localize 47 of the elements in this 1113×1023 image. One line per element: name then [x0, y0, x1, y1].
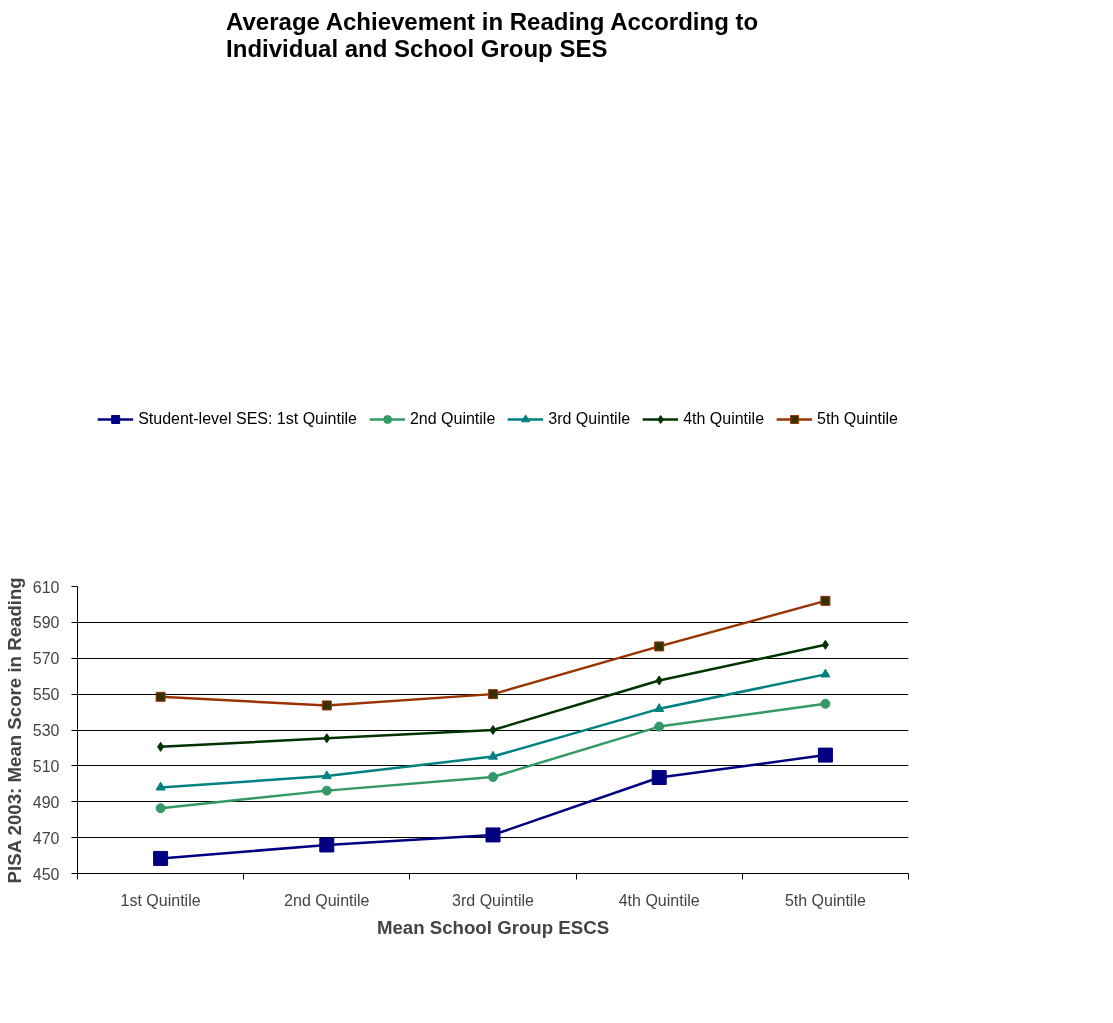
y-tick-label: 570: [32, 650, 60, 668]
point: [321, 700, 332, 711]
y-tick-label: 530: [32, 722, 60, 739]
y-tick-label: 510: [32, 757, 60, 775]
y-tick-label: 590: [32, 614, 60, 632]
point: [655, 675, 663, 686]
point: [321, 770, 332, 780]
point: [488, 772, 498, 782]
legend-label: Student-level SES: 1st Quintile: [138, 410, 357, 429]
point: [155, 803, 166, 814]
point: [321, 785, 332, 796]
point: [821, 639, 829, 650]
point: [820, 668, 831, 678]
y-tick-label: 610: [32, 578, 60, 596]
point: [820, 595, 831, 606]
x-tick-label: 1st Quintile: [120, 891, 201, 909]
point: [654, 721, 665, 732]
y-tick-label: 450: [32, 865, 60, 883]
point: [489, 725, 497, 735]
x-tick-label: 5th Quintile: [784, 891, 866, 909]
point: [817, 747, 833, 763]
point: [651, 770, 667, 786]
legend-label: 3rd Quintile: [548, 410, 631, 429]
y-axis-title: PISA 2003: Mean Score in Reading: [3, 577, 25, 884]
x-tick-label: 3rd Quintile: [452, 891, 535, 909]
legend-label: 2nd Quintile: [409, 410, 496, 429]
point: [153, 850, 169, 866]
legend-label: 4th Quintile: [683, 410, 765, 429]
chart-title: Average Achievement in Reading According to Individual and School Group SES: [226, 7, 759, 62]
point: [488, 689, 498, 700]
point: [485, 827, 501, 843]
point: [323, 733, 331, 744]
x-tick-label: 2nd Quintile: [284, 891, 370, 909]
x-axis-title: Mean School Group ESCS: [376, 916, 610, 938]
point: [654, 641, 665, 652]
point: [319, 837, 335, 853]
point: [155, 691, 166, 702]
point: [820, 698, 831, 709]
x-tick-label: 4th Quintile: [618, 891, 700, 909]
y-tick-label: 490: [32, 793, 60, 811]
point: [155, 781, 166, 791]
point: [157, 741, 165, 752]
legend-label: 5th Quintile: [817, 410, 898, 429]
point: [488, 750, 498, 760]
y-tick-label: 550: [32, 686, 60, 704]
point: [654, 703, 665, 712]
y-tick-label: 470: [32, 829, 60, 847]
